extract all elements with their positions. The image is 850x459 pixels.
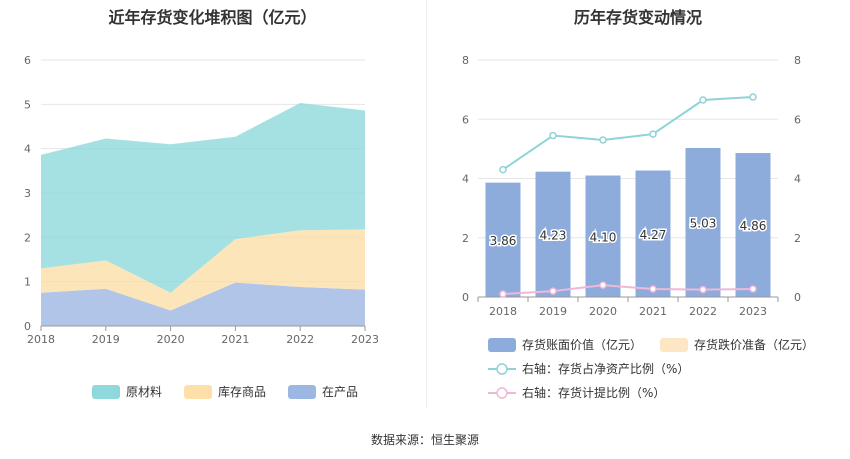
line-point-1 xyxy=(499,290,507,298)
legend-label-networth-ratio: 右轴：存货占净资产比例（%） xyxy=(522,362,690,376)
line-point-1 xyxy=(699,285,707,294)
line-point-1 xyxy=(549,287,557,295)
x-tick-label: 2021 xyxy=(221,333,249,346)
legend-label-book-value: 存货账面价值（亿元） xyxy=(522,338,643,352)
y-tick-label: 0 xyxy=(24,320,31,333)
bar-book-value xyxy=(635,170,671,297)
area-series-0 xyxy=(41,282,365,326)
y-tick-label: 5 xyxy=(24,98,31,111)
bar-data-label: 4.23 xyxy=(540,228,567,242)
x-tick-label: 2021 xyxy=(639,305,667,318)
x-tick-label: 2023 xyxy=(351,333,379,346)
y-tick-label: 4 xyxy=(462,173,469,186)
bar-book-value xyxy=(485,182,521,297)
y-tick-label: 2 xyxy=(24,231,31,244)
y-tick-label: 0 xyxy=(462,291,469,304)
x-tick-label: 2020 xyxy=(157,333,185,346)
x-tick-label: 2018 xyxy=(27,333,55,346)
line-point-0 xyxy=(599,136,607,144)
line-point-0 xyxy=(699,96,707,104)
right-legend-row-2: 右轴：存货占净资产比例（%） xyxy=(488,360,689,377)
line-point-0 xyxy=(499,165,507,174)
bar-line-combo-chart: 0 2 4 6 8 0 2 4 6 8 3.86 4.23 4.10 4.27 5.03 4.86 2018 20… xyxy=(462,54,801,318)
panel-divider xyxy=(426,0,427,408)
x-tick-label: 2018 xyxy=(489,305,517,318)
bar-data-label: 5.03 xyxy=(690,216,717,230)
line-point-1 xyxy=(749,285,757,293)
legend-swatch-finished-goods xyxy=(184,384,213,399)
right-chart-title: 历年存货变动情况 xyxy=(573,8,702,27)
legend-swatch-raw-material xyxy=(92,384,120,399)
line-point-0 xyxy=(749,93,757,101)
bar-book-value xyxy=(585,175,621,297)
line-point-0 xyxy=(649,130,657,138)
legend-label-impairment: 存货跌价准备（亿元） xyxy=(694,338,815,352)
legend-swatch-book-value xyxy=(488,337,516,352)
x-tick-label: 2019 xyxy=(92,333,120,346)
y2-tick-label: 4 xyxy=(794,173,801,186)
y-tick-label: 4 xyxy=(24,143,31,156)
legend-label-finished-goods: 库存商品 xyxy=(218,385,267,399)
bar-data-label: 4.10 xyxy=(590,230,617,244)
y2-tick-label: 2 xyxy=(794,232,801,245)
y-tick-label: 3 xyxy=(24,187,31,200)
line-series-1 xyxy=(502,284,754,296)
bar-book-value xyxy=(735,153,771,297)
left-chart-title: 近年存货变化堆积图（亿元） xyxy=(108,8,317,27)
x-tick-label: 2020 xyxy=(589,305,617,318)
y2-tick-label: 0 xyxy=(794,291,801,304)
right-legend-row-1: 存货账面价值（亿元） 存货跌价准备（亿元） xyxy=(488,336,814,353)
left-chart-panel: 近年存货变化堆积图（亿元） 0 1 2 3 4 5 6 2018 2019 2020 2021 202… xyxy=(0,0,425,410)
left-legend: 原材料 库存商品 在产品 xyxy=(92,383,358,400)
legend-swatch-wip xyxy=(288,384,317,399)
line-series-0 xyxy=(502,96,754,171)
bar-book-value xyxy=(685,147,721,297)
line-point-1 xyxy=(599,281,607,289)
y-tick-label: 8 xyxy=(462,54,469,67)
line-point-1 xyxy=(649,285,657,293)
area-series-1 xyxy=(41,229,365,311)
legend-swatch-impairment xyxy=(660,337,689,352)
legend-label-raw-material: 原材料 xyxy=(126,385,163,399)
legend-label-wip: 在产品 xyxy=(322,385,359,399)
x-tick-label: 2022 xyxy=(286,333,314,346)
line-point-0 xyxy=(549,131,557,140)
legend-label-provision-ratio: 右轴：存货计提比例（%） xyxy=(522,386,666,400)
bar-data-label: 4.86 xyxy=(740,219,767,233)
x-tick-label: 2022 xyxy=(689,305,717,318)
legend-icon-provision-ratio xyxy=(488,386,516,399)
y-tick-label: 1 xyxy=(24,276,31,289)
y2-tick-label: 8 xyxy=(794,54,801,67)
legend-icon-networth-ratio xyxy=(488,362,516,375)
right-legend-row-3: 右轴：存货计提比例（%） xyxy=(488,384,665,401)
area-series-2 xyxy=(41,103,365,293)
data-source-note: 数据来源：恒生聚源 xyxy=(370,433,479,447)
bar-book-value xyxy=(535,171,571,297)
y-tick-label: 6 xyxy=(462,113,469,126)
stacked-area-chart: 0 1 2 3 4 5 6 2018 2019 2020 2021 2022 2023 xyxy=(24,54,379,346)
x-tick-label: 2019 xyxy=(539,305,567,318)
y2-tick-label: 6 xyxy=(794,113,801,126)
bar-data-label: 4.27 xyxy=(640,228,667,242)
bar-data-label: 3.86 xyxy=(490,234,517,248)
y-tick-label: 6 xyxy=(24,54,31,67)
right-chart-panel: 历年存货变动情况 0 2 4 6 8 0 2 4 6 8 3.86 4.23 4.10 4.27 5.03 4… xyxy=(426,0,850,410)
x-tick-label: 2023 xyxy=(739,305,767,318)
y-tick-label: 2 xyxy=(462,232,469,245)
